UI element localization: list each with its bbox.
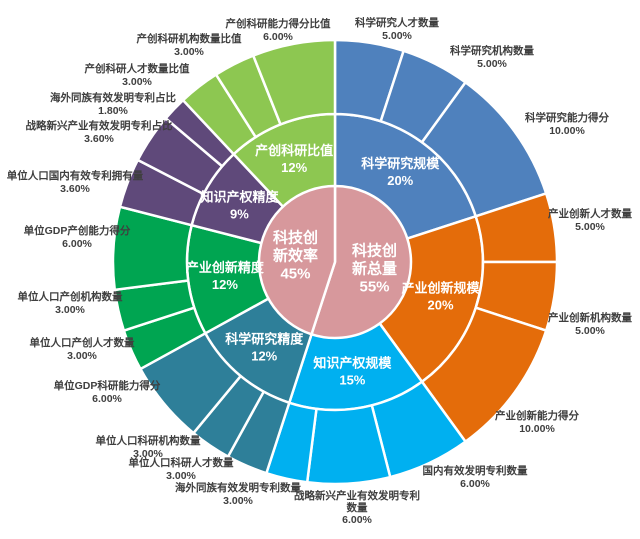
outer-label-17: 海外同族有效发明专利占比 1.80%: [50, 91, 176, 117]
outer-label-12: 单位人口产创人才数量 3.00%: [30, 336, 135, 362]
mid-segment-label-1-3: 产创科研比值 12%: [255, 143, 333, 175]
sunburst-center-slice-1[interactable]: [257, 184, 337, 336]
outer-label-7: 战略新兴产业有效发明专利数量 6.00%: [294, 489, 420, 526]
outer-label-11: 单位GDP科研能力得分 6.00%: [54, 379, 161, 405]
outer-label-2: 科学研究能力得分 10.00%: [525, 111, 609, 137]
outer-label-19: 产创科研机构数量比值 3.00%: [137, 32, 242, 58]
mid-segment-label-1-2: 知识产权精度 9%: [200, 189, 279, 221]
sunburst-labels: 科学研究规模 20% 科学研究人才数量 5.00% 科学研究机构数量 5.00% 科学研究能…: [7, 16, 633, 526]
mid-segment-label-0-2: 知识产权规模 15%: [313, 356, 392, 388]
mid-segment-label-0-1: 产业创新规模 20%: [402, 280, 481, 312]
outer-label-18: 产创科研人才数量比值 3.00%: [85, 62, 190, 88]
outer-label-4: 产业创新机构数量 5.00%: [548, 311, 632, 337]
outer-label-10: 单位人口科研机构数量 3.00%: [96, 434, 201, 460]
outer-label-15: 单位人口国内有效专利拥有量 3.60%: [7, 169, 144, 195]
sunburst-center-slice-0[interactable]: [310, 184, 413, 340]
outer-label-20: 产创科研能力得分比值 6.00%: [226, 17, 331, 43]
center-slice-label-0: 科技创新总量 55%: [352, 241, 397, 295]
outer-label-13: 单位人口产创机构数量 3.00%: [18, 290, 123, 316]
mid-segment-label-1-1: 产业创新精度 12%: [186, 260, 265, 292]
outer-label-6: 国内有效发明专利数量 6.00%: [423, 464, 528, 490]
outer-label-16: 战略新兴产业有效发明专利占比 3.60%: [26, 119, 173, 145]
mid-segment-label-0-0: 科学研究规模 20%: [361, 156, 440, 188]
outer-label-9: 单位人口科研人才数量 3.00%: [129, 456, 234, 482]
center-slice-label-1: 科技创新效率 45%: [273, 229, 318, 283]
outer-label-8: 海外同族有效发明专利数量 3.00%: [175, 481, 301, 507]
outer-label-1: 科学研究机构数量 5.00%: [450, 44, 534, 70]
outer-label-14: 单位GDP产创能力得分 6.00%: [24, 224, 131, 250]
sunburst-outer-segment-20[interactable]: [252, 38, 337, 126]
mid-segment-label-1-0: 科学研究精度 12%: [225, 332, 304, 364]
sunburst-arcs: [111, 38, 559, 486]
outer-label-5: 产业创新能力得分 10.00%: [495, 409, 579, 435]
outer-label-3: 产业创新人才数量 5.00%: [548, 207, 632, 233]
outer-label-0: 科学研究人才数量 5.00%: [355, 16, 439, 42]
